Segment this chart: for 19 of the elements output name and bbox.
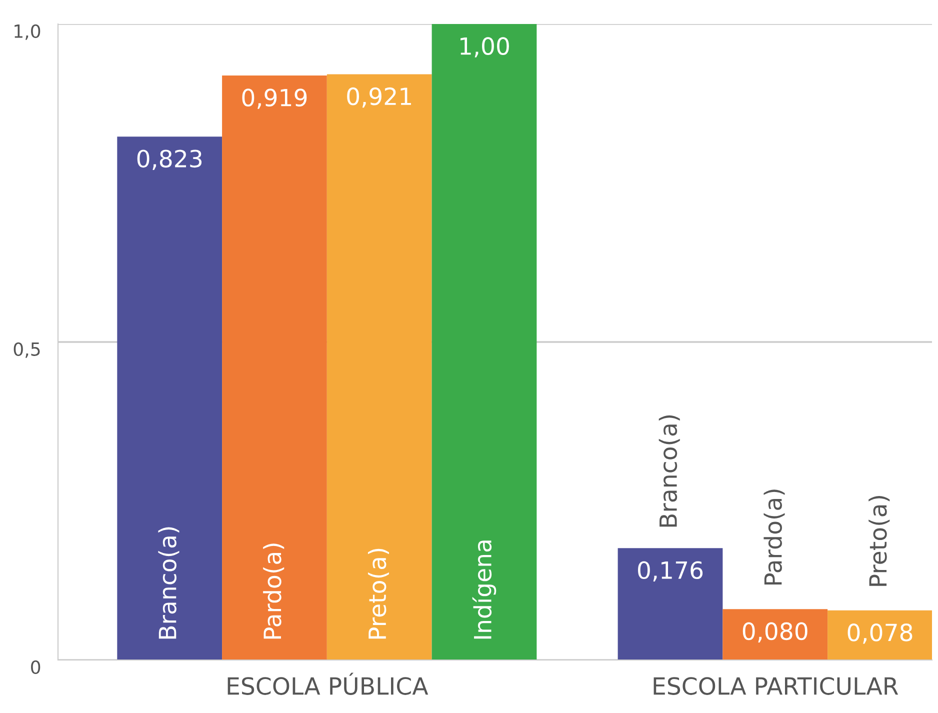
x-tick-label: ESCOLA PARTICULAR bbox=[654, 677, 898, 695]
data-label: 0,919 bbox=[242, 88, 307, 109]
data-label: 0,921 bbox=[347, 87, 411, 108]
text: Pardo(a) bbox=[764, 490, 785, 585]
y-tick-label: 1,0 bbox=[14, 24, 40, 40]
series-label: Preto(a) bbox=[368, 548, 389, 639]
series-label: Indígena bbox=[472, 540, 496, 639]
data-label: 0,080 bbox=[742, 622, 808, 643]
text: Preto(a) bbox=[868, 496, 890, 586]
y-tick-label: 0 bbox=[31, 660, 40, 674]
data-label: 0,176 bbox=[638, 561, 703, 582]
data-label: 1,00 bbox=[460, 37, 509, 58]
data-label: 0,078 bbox=[848, 624, 912, 644]
x-tick-label: ESCOLA PÚBLICA bbox=[228, 672, 428, 695]
data-label: 0,823 bbox=[137, 150, 202, 170]
series-label: Pardo(a) bbox=[263, 544, 284, 639]
y-tick-label: 0,5 bbox=[14, 342, 40, 358]
text: Branco(a) bbox=[658, 415, 680, 527]
series-label: Branco(a) bbox=[158, 527, 180, 639]
